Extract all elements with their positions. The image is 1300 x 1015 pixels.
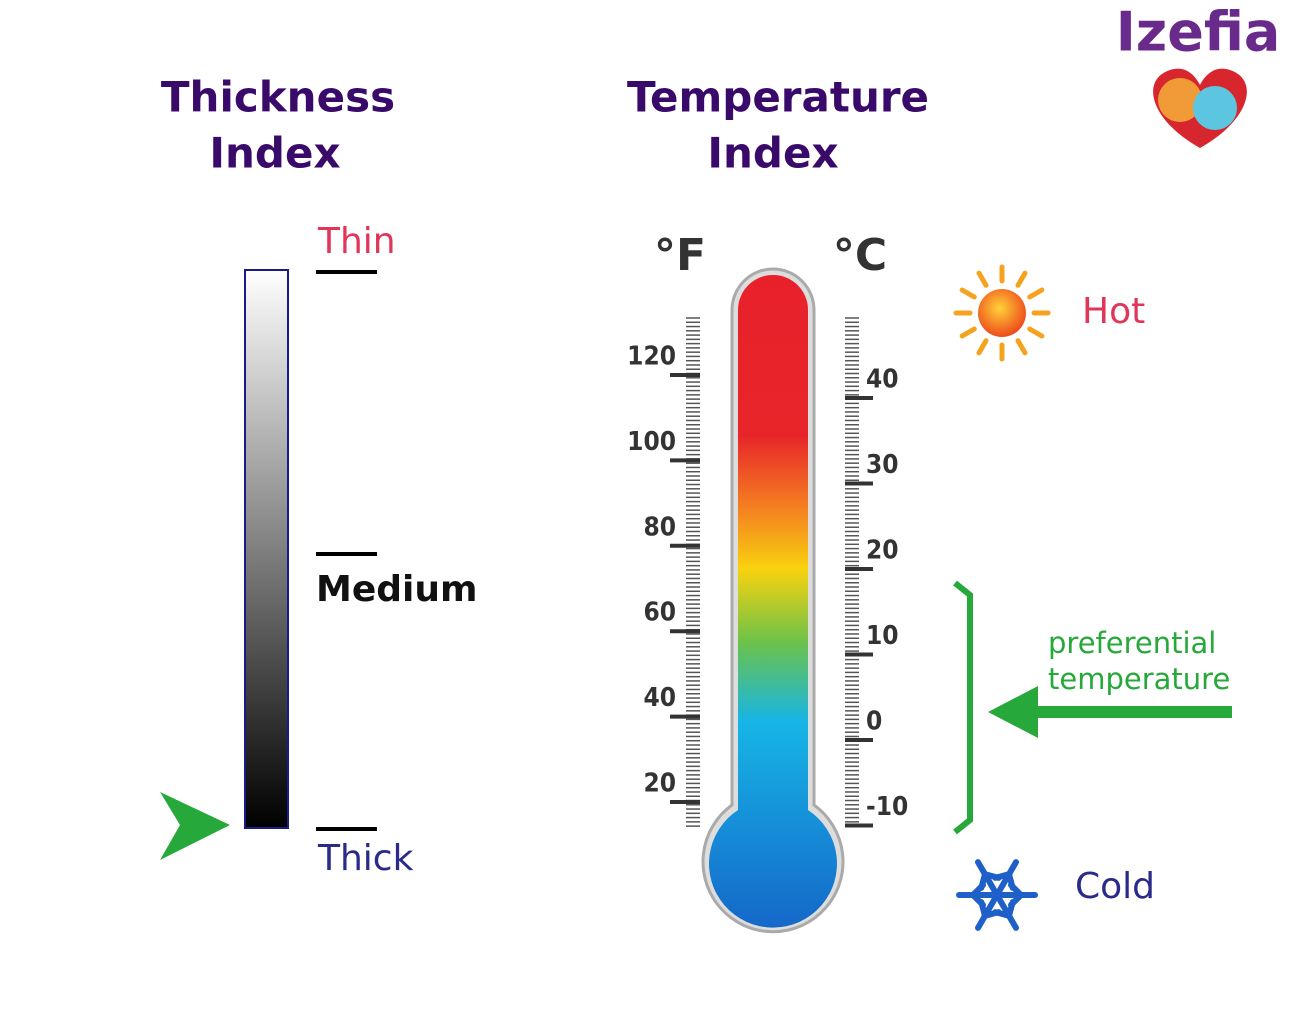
range-bracket xyxy=(953,580,973,835)
c-tick-label: -10 xyxy=(866,792,908,822)
title: Temperature xyxy=(627,73,929,122)
c-tick-label: 30 xyxy=(866,450,899,480)
unit-label: °F xyxy=(654,230,706,281)
c-tick-label: 0 xyxy=(866,707,882,737)
c-tick-label: 40 xyxy=(866,365,899,395)
title: Thickness xyxy=(161,73,395,122)
arm xyxy=(994,859,1019,898)
c-tick-label: 20 xyxy=(866,536,899,566)
f-tick-label: 80 xyxy=(643,512,676,542)
ray xyxy=(959,326,977,339)
branch xyxy=(992,870,1016,891)
arm xyxy=(975,892,1000,931)
ray xyxy=(1027,287,1045,300)
snowflake-icon xyxy=(956,859,1038,931)
unit-label: °C xyxy=(833,230,887,281)
level-label: Thick xyxy=(317,838,414,879)
ray xyxy=(959,287,977,300)
f-tick-label: 20 xyxy=(643,769,676,799)
pref-label: temperature xyxy=(1048,662,1230,696)
title: Index xyxy=(209,129,340,178)
f-tick-label: 100 xyxy=(627,427,676,457)
thermometer xyxy=(701,267,845,934)
ray xyxy=(1027,326,1045,339)
hot-label: Hot xyxy=(1082,291,1145,332)
title: Index xyxy=(707,129,838,178)
pref-label: preferential xyxy=(1048,626,1216,660)
arrow xyxy=(988,686,1232,738)
thickness-bar xyxy=(244,269,289,829)
ray xyxy=(1015,338,1028,356)
logo-icon xyxy=(1153,68,1247,148)
ray xyxy=(1015,270,1028,288)
sun-icon xyxy=(953,264,1051,362)
ray xyxy=(976,270,989,288)
pointer xyxy=(160,792,230,860)
f-tick-label: 60 xyxy=(643,598,676,628)
arm xyxy=(975,859,1000,898)
f-tick-label: 40 xyxy=(643,683,676,713)
level-label: Medium xyxy=(316,569,478,610)
level-label: Thin xyxy=(317,221,396,262)
logo: Izefia xyxy=(1116,1,1281,64)
cold-label: Cold xyxy=(1075,866,1155,907)
f-tick-label: 120 xyxy=(627,342,676,372)
ray xyxy=(976,338,989,356)
c-tick-label: 10 xyxy=(866,621,899,651)
arm xyxy=(994,892,1019,931)
